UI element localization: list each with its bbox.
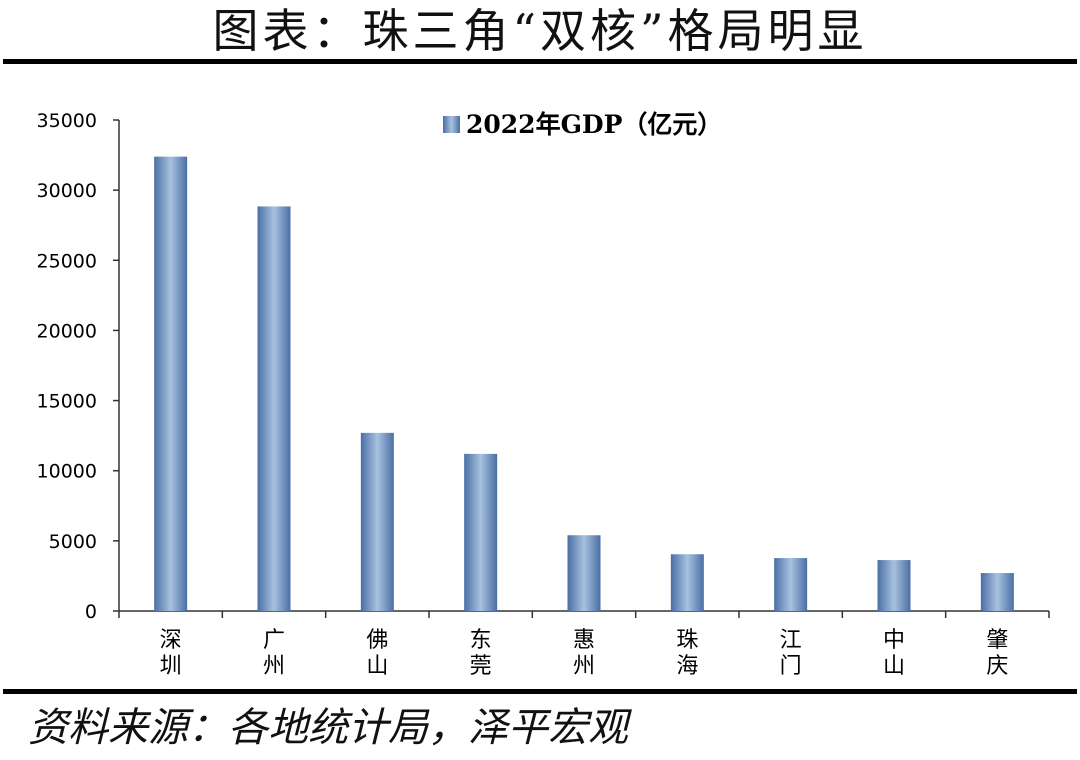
x-tick-label: 中山 [883,628,905,679]
y-tick-label: 25000 [37,250,97,272]
x-tick-label: 江门 [780,628,802,679]
bar [464,453,498,611]
x-tick-label: 惠州 [573,628,595,679]
bar [670,554,704,611]
y-tick-label: 35000 [37,110,97,132]
legend-label: 2022年GDP（亿元） [466,110,722,139]
legend: 2022年GDP（亿元） [443,110,722,139]
bar [257,206,291,611]
x-tick-label: 广州 [263,628,285,679]
bar [360,432,394,611]
bar [980,573,1014,611]
x-tick-label: 东莞 [470,628,492,679]
bar-chart: 0 5000 10000 15000 20000 25000 30000 35000 深圳 广州 佛… [37,110,1050,679]
bottom-divider [3,689,1077,694]
y-tick-label: 20000 [37,320,97,342]
y-tick-label: 5000 [49,531,97,553]
y-tick-label: 15000 [37,391,97,413]
x-tick-label: 深圳 [160,628,182,679]
bar [877,560,911,611]
top-divider [3,59,1077,64]
page-title: 图表：珠三角“双核”格局明显 [212,4,868,58]
y-tick-label: 0 [85,601,97,623]
x-tick-label: 佛山 [366,628,388,679]
y-tick-label: 10000 [37,461,97,483]
x-tick-label: 珠海 [676,628,698,679]
bar [774,558,808,611]
legend-swatch [443,116,460,133]
bar [154,156,188,611]
x-tick-label: 肇庆 [986,628,1008,679]
source-note: 资料来源：各地统计局，泽平宏观 [28,705,628,751]
bar [567,535,601,611]
y-tick-label: 30000 [37,180,97,202]
